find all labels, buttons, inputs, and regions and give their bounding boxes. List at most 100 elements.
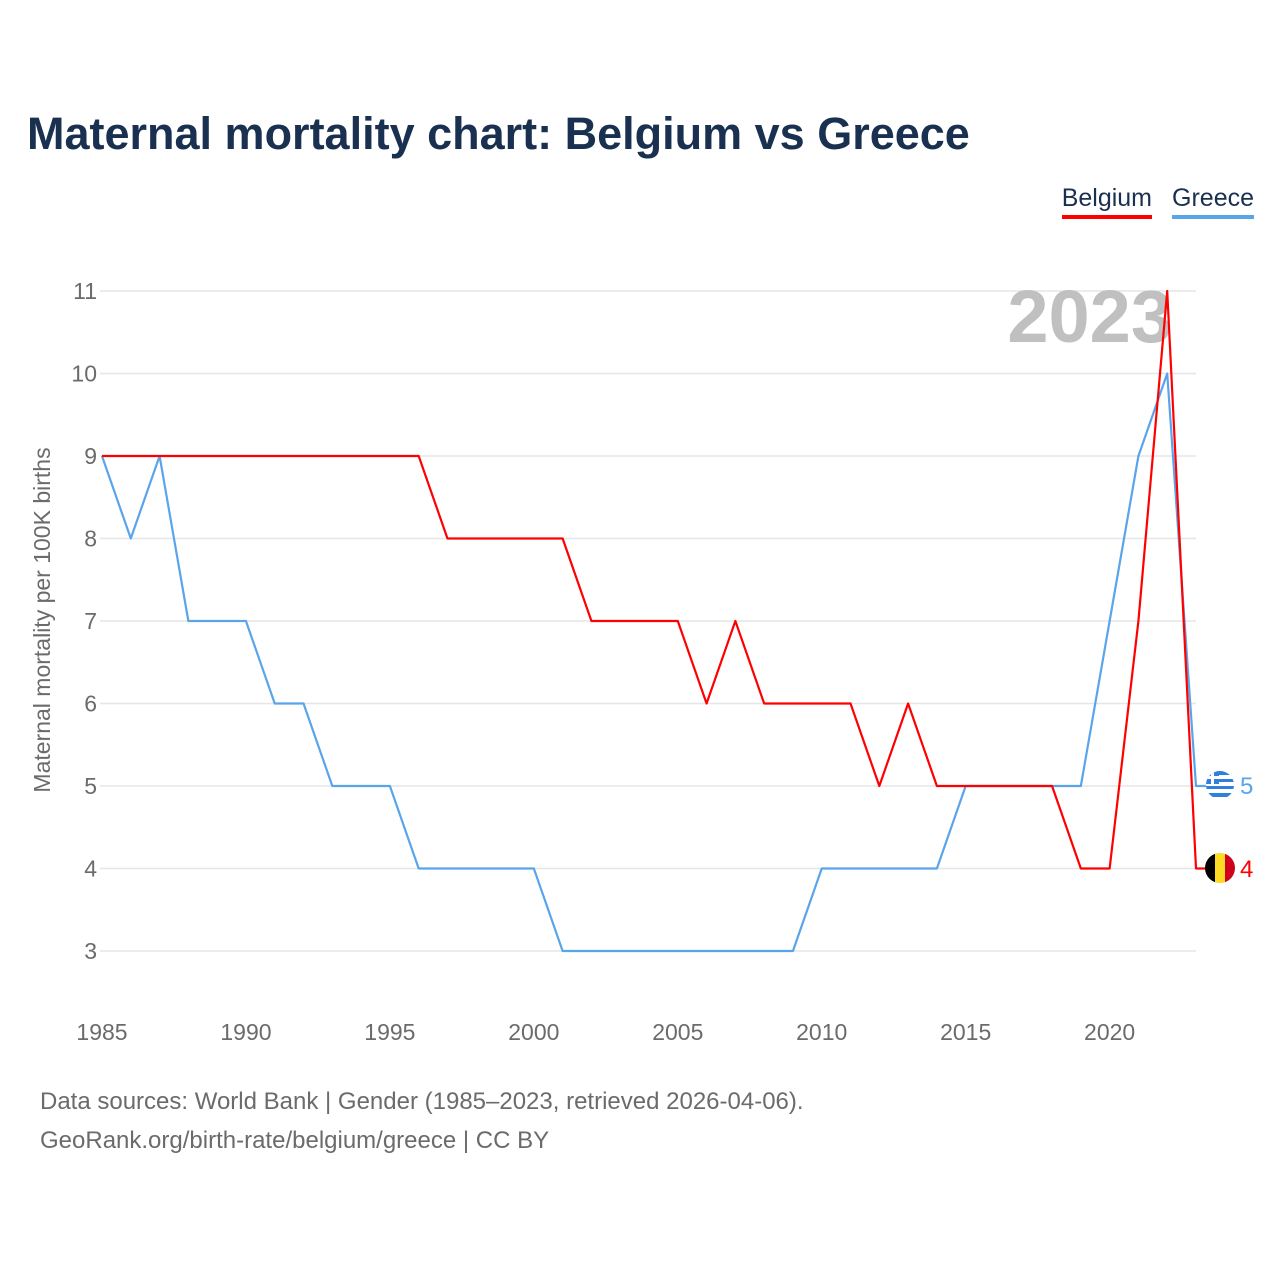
legend-greece[interactable]: Greece xyxy=(1172,184,1254,219)
y-tick-label: 11 xyxy=(73,278,97,304)
x-tick-label: 2000 xyxy=(508,1019,559,1045)
data-point-greece xyxy=(359,784,363,788)
data-point-greece xyxy=(302,702,306,706)
data-point-belgium xyxy=(273,454,277,458)
data-point-belgium xyxy=(618,619,622,623)
data-point-belgium xyxy=(705,702,709,706)
data-point-belgium xyxy=(992,784,996,788)
data-point-greece xyxy=(186,619,190,623)
data-point-belgium xyxy=(417,454,421,458)
x-tick-label: 2005 xyxy=(652,1019,703,1045)
data-point-greece xyxy=(676,949,680,953)
data-point-greece xyxy=(273,702,277,706)
data-point-greece xyxy=(1194,784,1198,788)
data-point-greece xyxy=(1108,619,1112,623)
data-point-greece xyxy=(417,867,421,871)
year-watermark: 2023 xyxy=(1007,275,1172,358)
x-tick-label: 1990 xyxy=(220,1019,271,1045)
data-point-belgium xyxy=(676,619,680,623)
data-point-belgium xyxy=(1079,867,1083,871)
data-point-greece xyxy=(503,867,507,871)
data-point-greece xyxy=(647,949,651,953)
data-point-greece xyxy=(532,867,536,871)
data-point-greece xyxy=(129,537,133,541)
y-tick-label: 5 xyxy=(84,773,97,799)
data-point-greece xyxy=(791,949,795,953)
data-point-greece xyxy=(705,949,709,953)
y-tick-label: 3 xyxy=(84,938,97,964)
data-point-greece xyxy=(215,619,219,623)
data-point-greece xyxy=(877,867,881,871)
data-point-belgium xyxy=(762,702,766,706)
data-point-greece xyxy=(445,867,449,871)
data-point-greece xyxy=(906,867,910,871)
y-axis-label: Maternal mortality per 100K births xyxy=(29,447,55,792)
data-point-belgium xyxy=(359,454,363,458)
data-point-belgium xyxy=(532,537,536,541)
data-point-greece xyxy=(1136,454,1140,458)
data-point-belgium xyxy=(100,454,104,458)
y-tick-label: 9 xyxy=(84,443,97,469)
data-point-greece xyxy=(474,867,478,871)
data-point-greece xyxy=(849,867,853,871)
legend-belgium[interactable]: Belgium xyxy=(1061,184,1153,219)
data-point-belgium xyxy=(733,619,737,623)
y-tick-label: 4 xyxy=(84,856,97,882)
data-point-belgium xyxy=(1050,784,1054,788)
y-tick-label: 6 xyxy=(84,691,97,717)
data-point-greece xyxy=(762,949,766,953)
legend: Belgium Greece xyxy=(1061,184,1254,219)
chart-title: Maternal mortality chart: Belgium vs Gre… xyxy=(27,108,970,159)
data-point-belgium xyxy=(158,454,162,458)
belgium-end-label: 4 xyxy=(1240,856,1253,883)
x-tick-label: 2015 xyxy=(940,1019,991,1045)
data-point-greece xyxy=(330,784,334,788)
data-point-belgium xyxy=(1194,867,1198,871)
y-tick-label: 7 xyxy=(84,608,97,634)
data-point-belgium xyxy=(215,454,219,458)
data-point-belgium xyxy=(935,784,939,788)
data-point-belgium xyxy=(388,454,392,458)
data-point-belgium xyxy=(1021,784,1025,788)
data-point-greece xyxy=(820,867,824,871)
belgium-flag-icon xyxy=(1205,853,1235,883)
greece-flag-icon xyxy=(1206,771,1234,799)
source-link[interactable]: GeoRank.org/birth-rate/belgium/greece | … xyxy=(40,1127,550,1154)
data-point-belgium xyxy=(244,454,248,458)
data-point-belgium xyxy=(503,537,507,541)
data-point-greece xyxy=(388,784,392,788)
series-line-greece xyxy=(100,372,1206,953)
data-point-greece xyxy=(935,867,939,871)
data-point-belgium xyxy=(964,784,968,788)
data-point-belgium xyxy=(791,702,795,706)
data-point-belgium xyxy=(474,537,478,541)
data-point-greece xyxy=(589,949,593,953)
data-point-belgium xyxy=(1108,867,1112,871)
data-point-belgium xyxy=(877,784,881,788)
data-point-belgium xyxy=(302,454,306,458)
x-tick-label: 2010 xyxy=(796,1019,847,1045)
data-point-greece xyxy=(561,949,565,953)
x-tick-label: 1985 xyxy=(76,1019,127,1045)
data-point-belgium xyxy=(129,454,133,458)
y-tick-label: 8 xyxy=(84,526,97,552)
x-tick-label: 2020 xyxy=(1084,1019,1135,1045)
data-point-belgium xyxy=(906,702,910,706)
data-point-belgium xyxy=(1136,619,1140,623)
greece-end-label: 5 xyxy=(1240,773,1253,800)
source-note: Data sources: World Bank | Gender (1985–… xyxy=(40,1088,804,1115)
data-point-belgium xyxy=(445,537,449,541)
data-point-belgium xyxy=(330,454,334,458)
data-point-greece xyxy=(1079,784,1083,788)
series-line-belgium xyxy=(102,289,1206,870)
x-tick-label: 1995 xyxy=(364,1019,415,1045)
data-point-belgium xyxy=(186,454,190,458)
data-point-greece xyxy=(244,619,248,623)
data-point-belgium xyxy=(849,702,853,706)
y-tick-label: 10 xyxy=(71,361,97,387)
data-point-belgium xyxy=(820,702,824,706)
data-point-belgium xyxy=(647,619,651,623)
data-point-greece xyxy=(618,949,622,953)
